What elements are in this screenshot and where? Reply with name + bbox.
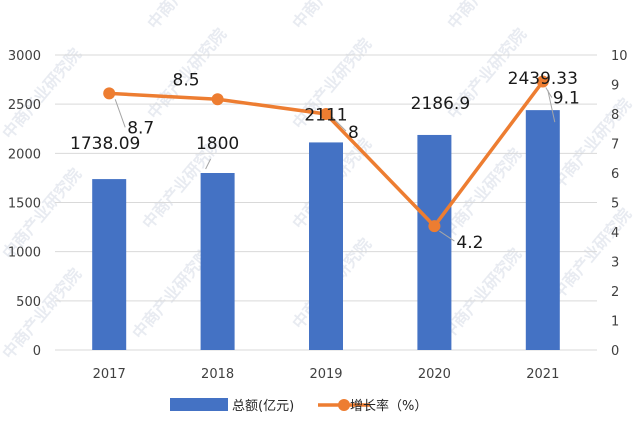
line-point [536, 75, 549, 88]
bar-value-label: 2111 [304, 105, 347, 125]
y-left-tick-label: 1500 [8, 197, 41, 212]
watermark-text: 中商产业研究院 [549, 205, 636, 303]
y-right-tick-label: 7 [611, 138, 619, 153]
x-tick-label: 2021 [526, 367, 559, 382]
leader-line [205, 158, 212, 170]
bar-series [92, 110, 560, 350]
bar [92, 179, 127, 350]
y-left-tick-label: 2000 [8, 147, 41, 162]
watermark-text: 中商产业研究院 [0, 265, 85, 363]
leader-line [547, 90, 556, 123]
y-right-tick-label: 0 [611, 344, 619, 359]
y-axis-right: 0 1 2 3 4 5 6 7 8 9 10 [611, 49, 628, 359]
x-tick-label: 2020 [418, 367, 451, 382]
watermark-text: 中商产业研究院 [289, 0, 376, 33]
y-right-tick-label: 4 [611, 226, 619, 241]
bar [309, 142, 343, 350]
line-point [428, 220, 441, 233]
y-left-tick-label: 500 [16, 295, 41, 310]
bar-value-label: 1738.09 [70, 134, 140, 154]
leader-line [331, 116, 347, 132]
legend-marker-line [338, 399, 350, 411]
y-left-tick-label: 1000 [8, 246, 41, 261]
bar [525, 110, 560, 350]
data-labels: 1738.09 1800 2111 2186.9 2439.33 8.7 8.5 8 4.2 9.… [70, 69, 580, 253]
legend-swatch-bar [170, 398, 228, 411]
line-value-label: 8.7 [127, 118, 154, 138]
y-right-tick-label: 9 [611, 79, 619, 94]
bar [200, 173, 235, 350]
line-value-label: 9.1 [553, 89, 580, 109]
label-leaders [114, 87, 556, 242]
y-right-tick-label: 3 [611, 256, 619, 271]
line-point [211, 93, 224, 106]
y-right-tick-label: 8 [611, 108, 619, 123]
x-tick-label: 2019 [309, 367, 342, 382]
x-tick-label: 2018 [201, 367, 234, 382]
y-right-tick-label: 6 [611, 167, 619, 182]
line-value-label: 8 [348, 123, 359, 143]
line-value-label: 4.2 [456, 233, 483, 253]
legend-label-line: 增长率（%） [350, 398, 427, 414]
leader-line [439, 230, 455, 242]
leader-line [545, 87, 553, 98]
line-series [103, 75, 549, 233]
y-axis-left: 0 500 1000 1500 2000 2500 3000 [8, 49, 41, 359]
y-right-tick-label: 10 [611, 49, 628, 64]
line-point [320, 108, 332, 120]
legend: 总额(亿元) 增长率（%） [170, 398, 427, 414]
line-value-label: 8.5 [173, 70, 200, 90]
y-right-tick-label: 1 [611, 315, 619, 330]
line-point [103, 87, 116, 100]
bar [417, 134, 452, 350]
leader-line [114, 99, 126, 128]
bar-value-label: 2186.9 [411, 94, 470, 114]
watermark-text: 中商产业研究院 [549, 95, 636, 193]
y-left-tick-label: 0 [33, 344, 41, 359]
y-right-tick-label: 5 [611, 197, 619, 212]
bar-value-label: 2439.33 [508, 69, 578, 89]
legend-label-bar: 总额(亿元) [232, 399, 294, 414]
y-right-tick-label: 2 [611, 285, 619, 300]
bar-value-label: 1800 [196, 134, 239, 154]
watermark-text: 中商产业研究院 [439, 245, 526, 343]
y-left-tick-label: 3000 [8, 49, 41, 64]
y-left-tick-label: 2500 [8, 98, 41, 113]
watermark-text: 中商产业研究院 [439, 145, 526, 243]
x-tick-label: 2017 [93, 367, 126, 382]
x-axis: 2017 2018 2019 2020 2021 [93, 367, 560, 382]
